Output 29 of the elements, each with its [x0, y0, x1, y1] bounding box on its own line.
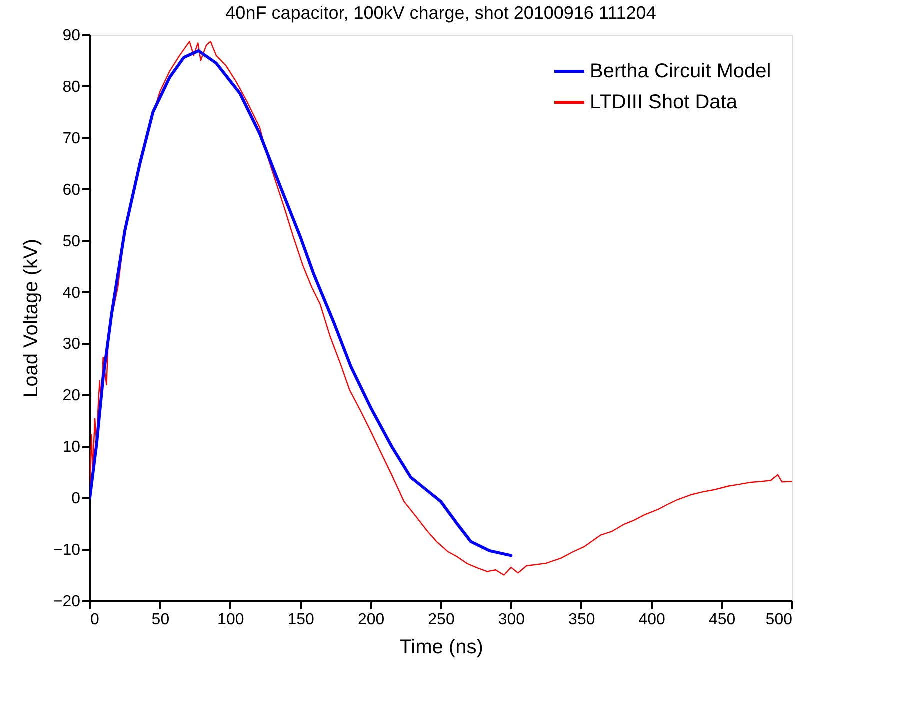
y-tick-label: 50 [62, 233, 81, 250]
y-tick-label: 70 [62, 130, 81, 148]
x-tick-label: 150 [288, 612, 315, 628]
y-tick-label: 30 [62, 336, 81, 354]
y-tick-label: 60 [62, 182, 81, 199]
y-tick-label: 40 [62, 284, 81, 302]
x-tick-label: 450 [708, 612, 736, 628]
y-axis-title: Load Voltage (kV) [20, 239, 42, 398]
x-tick-label: 300 [498, 612, 526, 628]
x-tick-label: 0 [90, 612, 100, 628]
y-tick-label: 10 [62, 439, 81, 456]
y-tick-label: 90 [62, 28, 81, 44]
x-tick-label: 500 [766, 612, 793, 628]
y-tick-label: 0 [72, 490, 81, 508]
y-tick-label: −20 [53, 594, 81, 610]
x-tick-label: 100 [218, 612, 244, 628]
x-tick-label: 350 [568, 612, 596, 628]
x-axis-title: Time (ns) [400, 636, 484, 658]
legend-label: Bertha Circuit Model [590, 60, 772, 82]
chart-title: 40nF capacitor, 100kV charge, shot 20100916 111204 [226, 3, 656, 23]
line-series [90, 49, 513, 558]
x-tick-label: 200 [358, 612, 385, 628]
y-tick-label: −10 [53, 542, 81, 560]
y-tick-label: 20 [62, 388, 81, 405]
legend-label: LTDIII Shot Data [590, 92, 738, 114]
x-tick-label: 250 [428, 612, 455, 628]
x-tick-label: 50 [152, 612, 170, 628]
x-tick-label: 400 [638, 612, 666, 628]
y-tick-label: 80 [62, 78, 81, 96]
